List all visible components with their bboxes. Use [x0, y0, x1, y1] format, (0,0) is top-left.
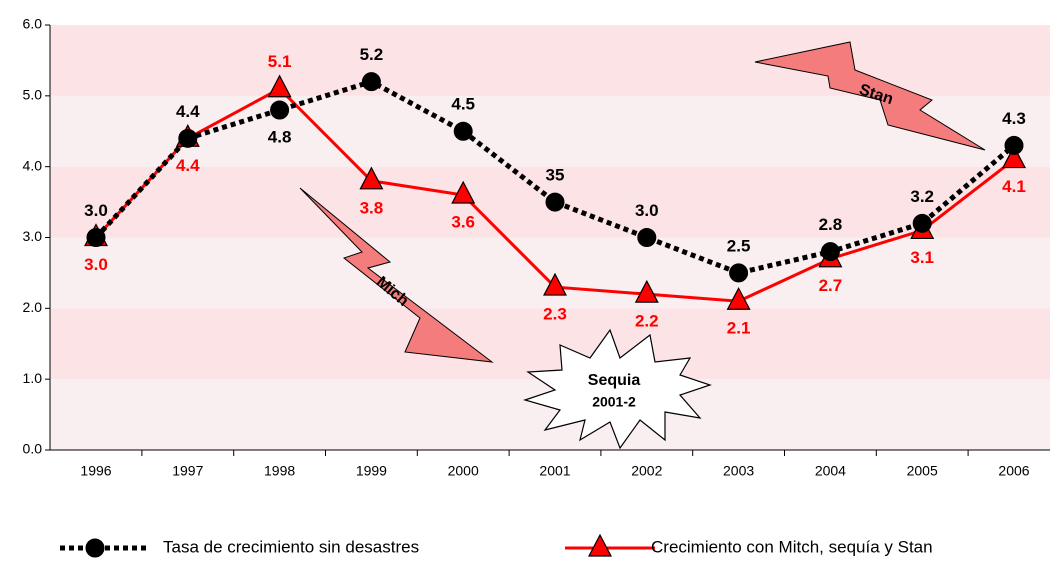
x-tick-label: 2002: [631, 463, 662, 479]
annotation: Sequia: [588, 372, 641, 389]
legend-label: Tasa de crecimiento sin desastres: [163, 537, 419, 556]
legend-marker: [589, 535, 611, 556]
data-label: 4.4: [176, 102, 200, 121]
data-label: 35: [546, 166, 565, 185]
data-label: 3.0: [635, 201, 659, 220]
point: [271, 101, 289, 119]
point: [362, 73, 380, 91]
data-label: 4.8: [268, 127, 292, 146]
x-tick-label: 1999: [356, 463, 387, 479]
data-label: 3.0: [84, 255, 108, 274]
annotation: 2001-2: [592, 394, 636, 410]
data-label: 2.7: [819, 276, 843, 295]
x-tick-label: 2005: [907, 463, 938, 479]
y-tick-label: 3.0: [23, 228, 43, 244]
y-tick-label: 0.0: [23, 441, 43, 457]
point: [179, 129, 197, 147]
point: [1005, 136, 1023, 154]
data-label: 5.2: [360, 45, 384, 64]
data-label: 2.5: [727, 236, 751, 255]
data-label: 2.1: [727, 319, 751, 338]
data-label: 3.0: [84, 201, 108, 220]
x-tick-label: 1997: [172, 463, 203, 479]
data-label: 2.2: [635, 312, 659, 331]
x-tick-label: 2001: [539, 463, 570, 479]
data-label: 3.1: [910, 248, 934, 267]
legend-label: Crecimiento con Mitch, sequía y Stan: [651, 537, 933, 556]
y-tick-label: 4.0: [23, 157, 43, 173]
point: [730, 264, 748, 282]
data-label: 4.1: [1002, 177, 1026, 196]
data-label: 4.5: [451, 95, 475, 114]
band: [50, 25, 1050, 96]
band: [50, 238, 1050, 309]
x-tick-label: 2003: [723, 463, 754, 479]
data-label: 2.3: [543, 305, 567, 324]
legend: Tasa de crecimiento sin desastres Crecimi…: [60, 535, 933, 557]
point: [913, 214, 931, 232]
data-label: 3.2: [910, 187, 934, 206]
chart: 0.0 1.0 2.0 3.0 4.0 5.0 6.0 1996 1997 1998 1999 200…: [0, 0, 1052, 571]
data-label: 3.8: [360, 198, 384, 217]
data-label: 3.6: [451, 212, 475, 231]
x-tick-label: 2004: [815, 463, 846, 479]
data-label: 2.8: [819, 215, 843, 234]
data-label: 4.3: [1002, 109, 1026, 128]
point: [87, 229, 105, 247]
point: [454, 122, 472, 140]
y-tick-label: 1.0: [23, 370, 43, 386]
point: [546, 193, 564, 211]
legend-marker: [86, 539, 104, 557]
y-tick-label: 2.0: [23, 299, 43, 315]
y-tick-label: 6.0: [23, 16, 43, 32]
data-label: 5.1: [268, 52, 292, 71]
x-tick-label: 1996: [80, 463, 111, 479]
data-label: 4.4: [176, 156, 200, 175]
y-tick-label: 5.0: [23, 87, 43, 103]
x-tick-label: 1998: [264, 463, 295, 479]
x-tick-label: 2006: [998, 463, 1029, 479]
x-tick-label: 2000: [448, 463, 479, 479]
band: [50, 379, 1050, 450]
point: [638, 229, 656, 247]
point: [821, 243, 839, 261]
